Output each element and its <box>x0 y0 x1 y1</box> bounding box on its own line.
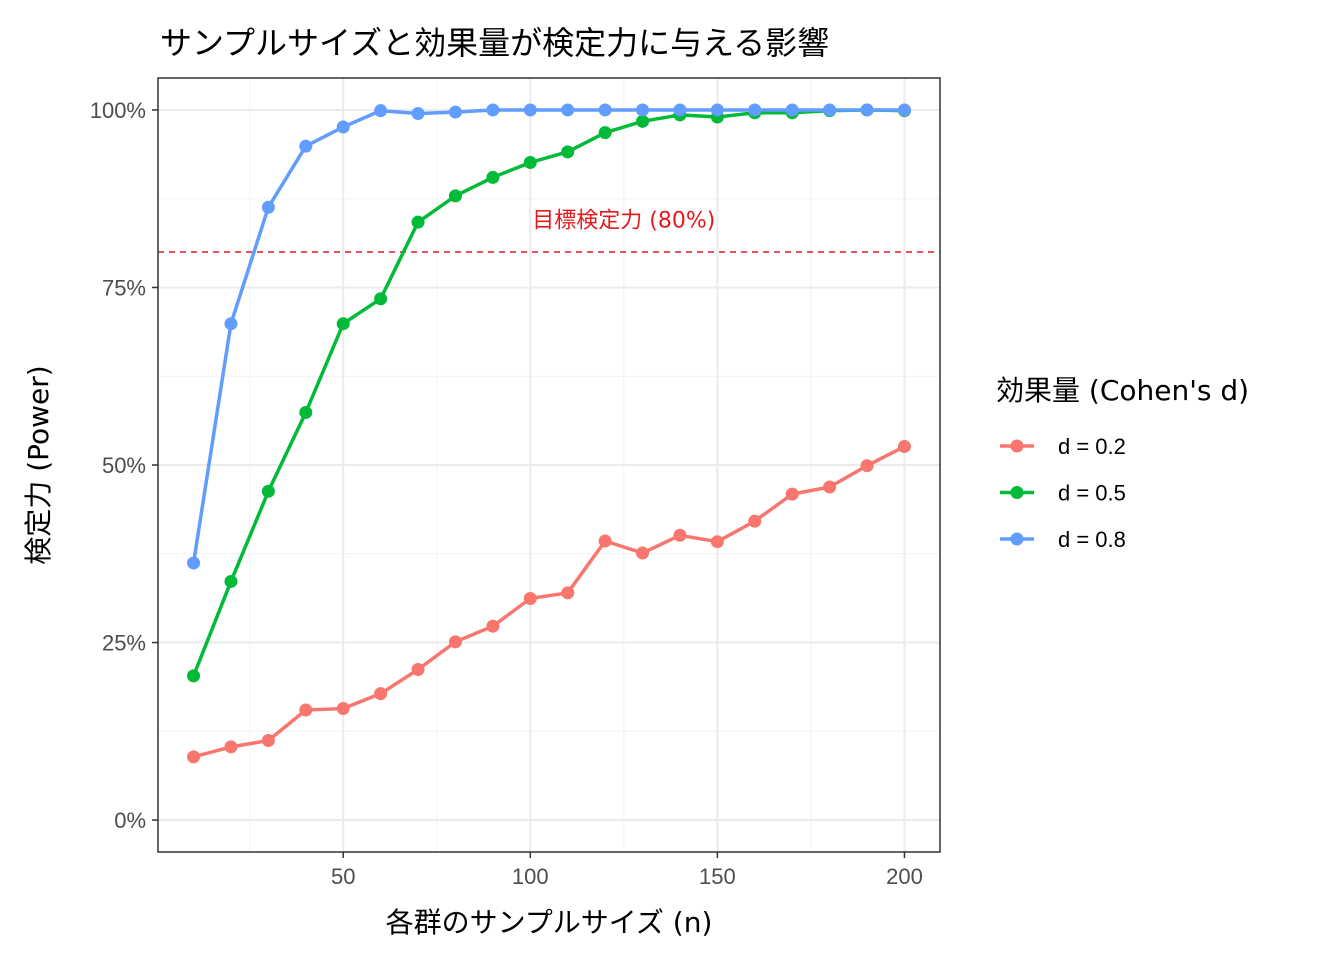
legend-item: d = 0.8 <box>1000 527 1126 552</box>
data-point <box>299 405 313 419</box>
data-point <box>785 487 799 501</box>
x-tick-label: 100 <box>512 864 549 889</box>
y-tick-label: 100% <box>90 98 146 123</box>
data-point <box>411 663 425 677</box>
chart-title: サンプルサイズと効果量が検定力に与える影響 <box>160 24 829 62</box>
legend-point-key <box>1010 439 1024 453</box>
series-1 <box>187 440 911 764</box>
y-tick-label: 75% <box>102 275 146 300</box>
data-point <box>224 740 238 754</box>
data-point <box>897 103 911 117</box>
legend-label: d = 0.8 <box>1058 527 1126 552</box>
data-point <box>860 103 874 117</box>
data-point <box>561 586 575 600</box>
data-point <box>374 292 388 306</box>
y-axis-title: 検定力 (Power) <box>22 365 55 564</box>
legend-label: d = 0.5 <box>1058 481 1126 506</box>
x-axis-title: 各群のサンプルサイズ (n) <box>386 906 713 939</box>
data-point <box>448 635 462 649</box>
data-point <box>523 103 537 117</box>
data-point <box>411 215 425 229</box>
data-point <box>187 750 201 764</box>
data-point <box>823 480 837 494</box>
data-point <box>748 514 762 528</box>
x-tick-label: 50 <box>331 864 355 889</box>
reference-label: 目標検定力 (80%) <box>532 208 715 233</box>
data-point <box>636 114 650 128</box>
y-tick-label: 25% <box>102 631 146 656</box>
data-point <box>448 105 462 119</box>
y-axis: 0% 25% 50% 75% 100% <box>90 98 158 833</box>
data-point <box>187 556 201 570</box>
x-axis: 50 100 150 200 <box>331 852 923 889</box>
x-tick-label: 200 <box>886 864 923 889</box>
data-point <box>673 528 687 542</box>
data-point <box>336 317 350 331</box>
data-point <box>523 591 537 605</box>
data-point <box>561 145 575 159</box>
y-tick-label: 0% <box>114 808 146 833</box>
data-point <box>636 546 650 560</box>
y-tick-label: 50% <box>102 453 146 478</box>
data-point <box>673 103 687 117</box>
data-point <box>636 103 650 117</box>
data-point <box>374 687 388 701</box>
legend-point-key <box>1010 486 1024 499</box>
data-point <box>785 103 799 117</box>
data-point <box>897 440 911 454</box>
legend-label: d = 0.2 <box>1058 434 1126 459</box>
data-point <box>710 103 724 117</box>
data-point <box>187 669 201 683</box>
data-point <box>486 619 500 633</box>
data-point <box>299 139 313 153</box>
series-3 <box>187 103 911 570</box>
data-point <box>748 103 762 117</box>
data-point <box>261 734 275 748</box>
data-point <box>598 103 612 117</box>
legend-item: d = 0.5 <box>1000 481 1126 506</box>
data-point <box>860 459 874 473</box>
data-point <box>598 126 612 140</box>
legend: 効果量 (Cohen's d) d = 0.2 d = 0.5 d = 0.8 <box>996 374 1249 552</box>
legend-item: d = 0.2 <box>1000 434 1126 459</box>
data-point <box>224 317 238 331</box>
data-point <box>374 104 388 118</box>
reference-line-group: 目標検定力 (80%) <box>158 208 940 253</box>
x-tick-label: 150 <box>699 864 736 889</box>
data-point <box>486 170 500 184</box>
data-point <box>523 156 537 170</box>
data-point <box>486 103 500 117</box>
data-point <box>710 535 724 549</box>
data-point <box>224 574 238 588</box>
data-point <box>299 703 313 717</box>
legend-title: 効果量 (Cohen's d) <box>996 374 1249 407</box>
data-point <box>411 107 425 121</box>
data-point <box>261 484 275 498</box>
data-point <box>336 702 350 716</box>
series-layer <box>187 103 911 764</box>
data-point <box>598 534 612 548</box>
data-point <box>336 120 350 134</box>
legend-point-key <box>1010 532 1024 546</box>
data-point <box>823 103 837 117</box>
data-point <box>448 189 462 203</box>
data-point <box>561 103 575 117</box>
data-point <box>261 200 275 214</box>
